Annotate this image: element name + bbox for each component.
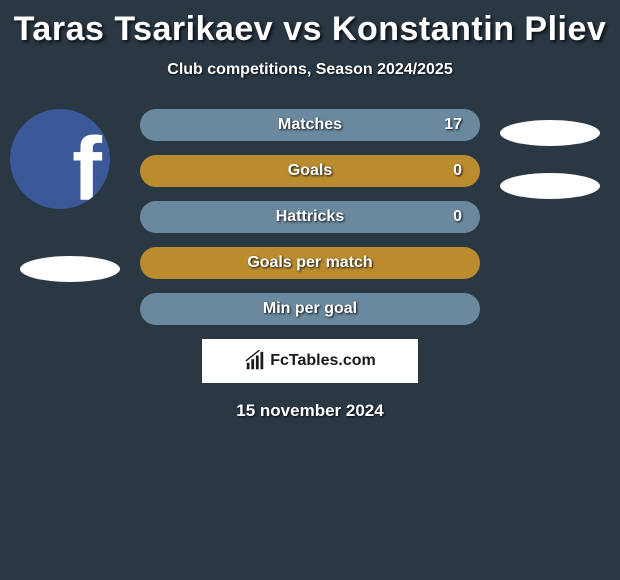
stat-value: 0 — [453, 162, 462, 180]
stat-label: Matches — [278, 116, 342, 134]
stat-value: 17 — [444, 116, 462, 134]
stat-bar-goals: Goals 0 — [140, 155, 480, 187]
date-label: 15 november 2024 — [0, 401, 620, 421]
blank-ellipse-right-2 — [500, 173, 600, 199]
bar-chart-icon — [244, 350, 266, 372]
blank-ellipse-left — [20, 256, 120, 282]
watermark-text: FcTables.com — [270, 352, 376, 370]
stat-bars: Matches 17 Goals 0 Hattricks 0 Goals per… — [140, 109, 480, 325]
watermark: FcTables.com — [202, 339, 418, 383]
player-left-avatar: f — [10, 109, 110, 209]
comparison-content: f Matches 17 Goals 0 Hattricks 0 Goals p… — [0, 109, 620, 421]
stat-label: Goals per match — [247, 254, 372, 272]
stat-label: Hattricks — [276, 208, 344, 226]
stat-bar-goals-per-match: Goals per match — [140, 247, 480, 279]
stat-value: 0 — [453, 208, 462, 226]
stat-bar-matches: Matches 17 — [140, 109, 480, 141]
facebook-icon: f — [72, 125, 102, 209]
stat-bar-min-per-goal: Min per goal — [140, 293, 480, 325]
stat-label: Goals — [288, 162, 332, 180]
blank-ellipse-right-1 — [500, 120, 600, 146]
stat-label: Min per goal — [263, 300, 357, 318]
page-subtitle: Club competitions, Season 2024/2025 — [0, 61, 620, 79]
stat-bar-hattricks: Hattricks 0 — [140, 201, 480, 233]
page-title: Taras Tsarikaev vs Konstantin Pliev — [0, 0, 620, 49]
